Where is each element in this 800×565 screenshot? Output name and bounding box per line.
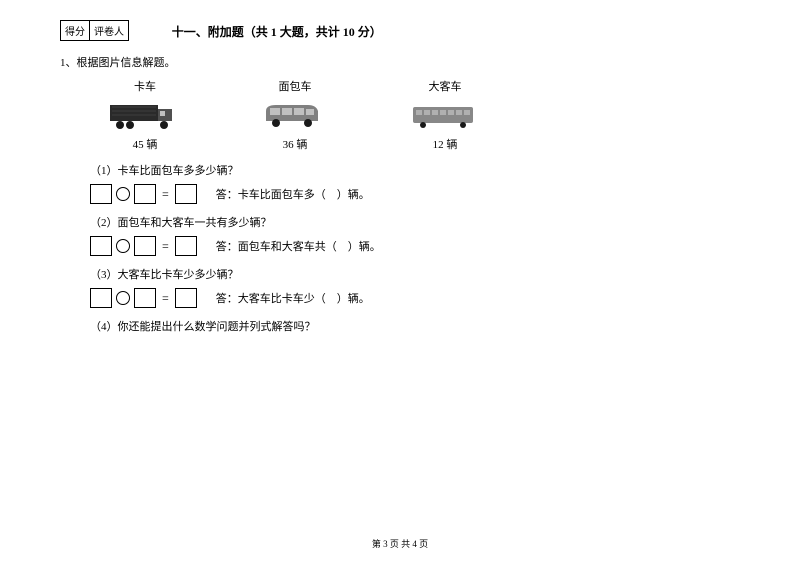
input-box[interactable] [175,184,197,204]
equation-row-1: = 答：卡车比面包车多（ ）辆。 [90,184,740,204]
bus-icon [408,99,483,131]
vehicle-truck: 卡车 45 辆 [100,78,190,152]
vehicle-count: 12 辆 [433,136,458,152]
input-box[interactable] [134,184,156,204]
equals-sign: = [162,187,169,202]
vehicle-count: 36 辆 [283,136,308,152]
input-box[interactable] [90,184,112,204]
sub-question-3: （3）大客车比卡车少多少辆？ [90,266,740,282]
operator-circle[interactable] [116,239,130,253]
sub-question-2: （2）面包车和大客车一共有多少辆？ [90,214,740,230]
question-root: 1、根据图片信息解题。 [60,54,740,70]
score-cell: 得分 [61,21,90,40]
input-box[interactable] [90,288,112,308]
equals-sign: = [162,239,169,254]
van-icon [258,99,333,131]
vehicles-row: 卡车 45 辆 面包车 [100,78,740,152]
equation-row-3: = 答：大客车比卡车少（ ）辆。 [90,288,740,308]
vehicle-bus: 大客车 12 辆 [400,78,490,152]
operator-circle[interactable] [116,187,130,201]
input-box[interactable] [134,288,156,308]
page-footer: 第 3 页 共 4 页 [0,537,800,550]
score-table: 得分 评卷人 [60,20,129,41]
operator-circle[interactable] [116,291,130,305]
vehicle-van: 面包车 36 辆 [250,78,340,152]
vehicle-count: 45 辆 [133,136,158,152]
input-box[interactable] [134,236,156,256]
vehicle-label: 大客车 [429,78,462,94]
answer-text: 答：卡车比面包车多（ ）辆。 [216,186,370,202]
input-box[interactable] [175,236,197,256]
equals-sign: = [162,291,169,306]
answer-text: 答：大客车比卡车少（ ）辆。 [216,290,370,306]
answer-text: 答：面包车和大客车共（ ）辆。 [216,238,381,254]
vehicle-label: 卡车 [134,78,156,94]
header-row: 得分 评卷人 十一、附加题（共 1 大题，共计 10 分） [60,20,740,46]
input-box[interactable] [175,288,197,308]
vehicle-label: 面包车 [279,78,312,94]
section-title: 十一、附加题（共 1 大题，共计 10 分） [172,23,382,40]
sub-question-1: （1）卡车比面包车多多少辆？ [90,162,740,178]
sub-question-4: （4）你还能提出什么数学问题并列式解答吗？ [90,318,740,334]
equation-row-2: = 答：面包车和大客车共（ ）辆。 [90,236,740,256]
grader-cell: 评卷人 [90,21,128,40]
input-box[interactable] [90,236,112,256]
truck-icon [108,99,183,131]
